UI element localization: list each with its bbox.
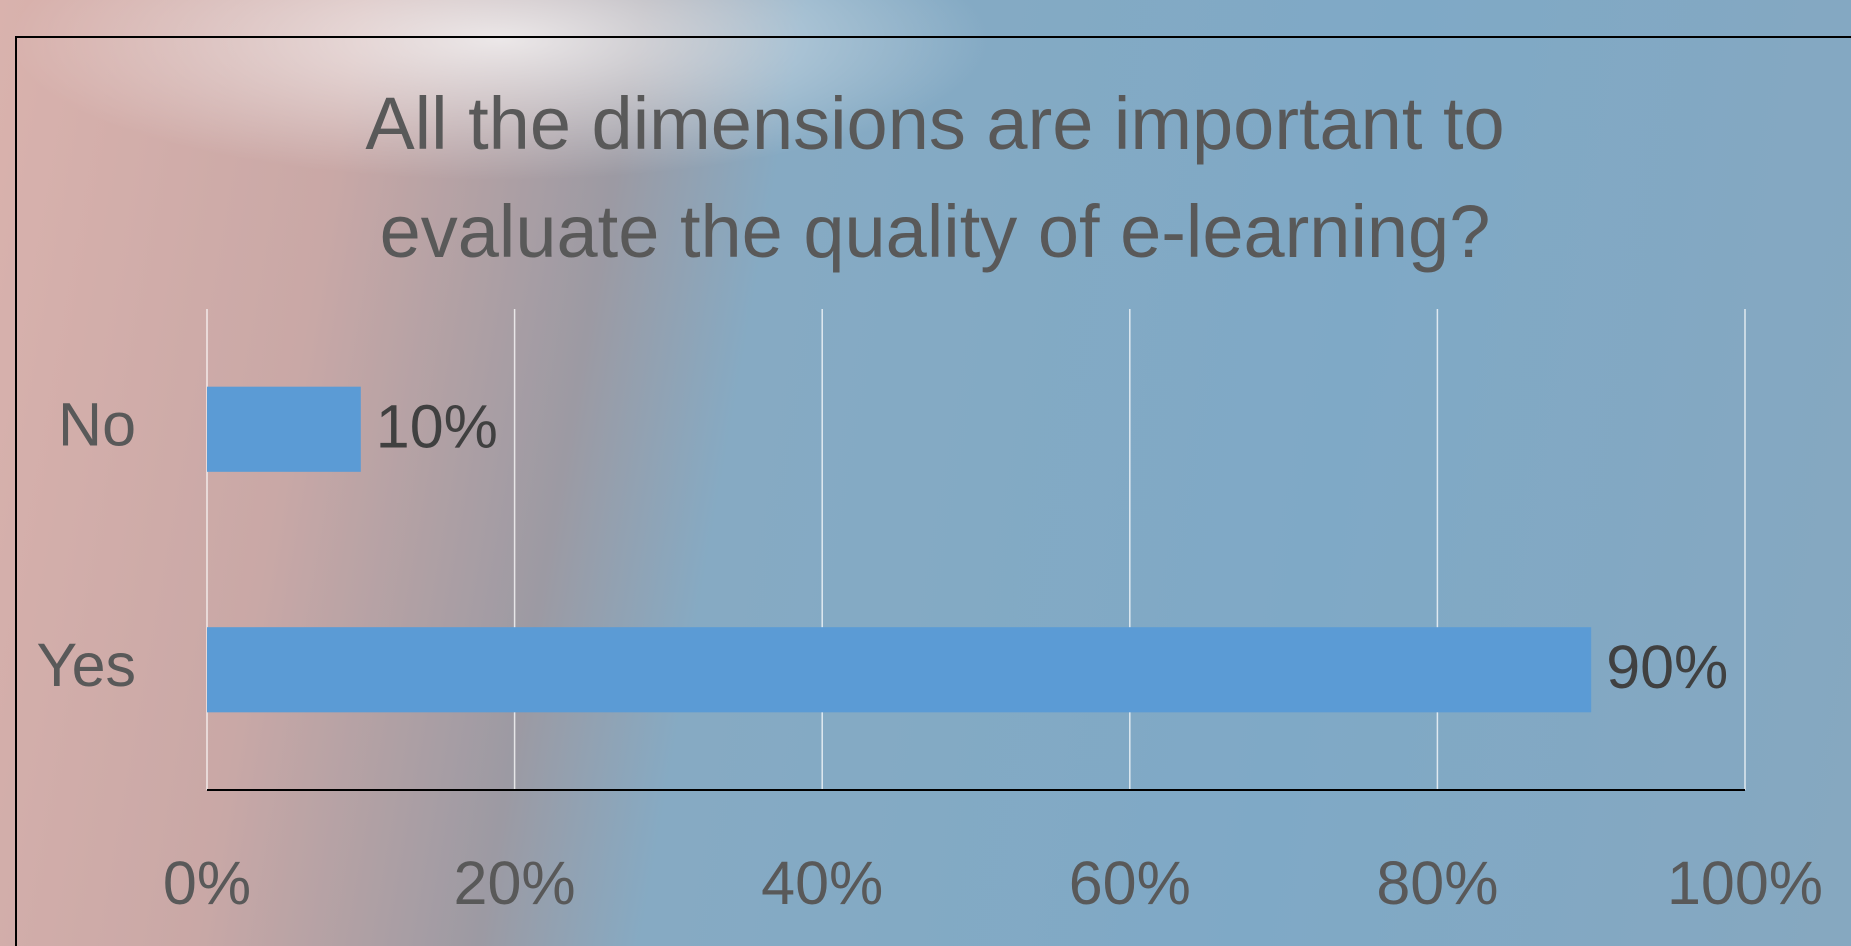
x-tick-label: 20% [454,849,576,917]
x-tick-label: 60% [1069,849,1191,917]
data-label: 90% [1606,633,1728,701]
y-tick-label: No [58,390,136,458]
x-tick-label: 100% [1667,849,1823,917]
x-tick-label: 0% [163,849,251,917]
x-tick-label: 80% [1376,849,1498,917]
chart-frame [15,36,1851,946]
data-label: 10% [376,392,498,460]
bar [207,386,361,472]
chart-title: All the dimensions are important to eval… [365,82,1505,273]
y-tick-label: Yes [36,631,136,699]
bar [207,627,1592,713]
x-tick-label: 40% [761,849,883,917]
